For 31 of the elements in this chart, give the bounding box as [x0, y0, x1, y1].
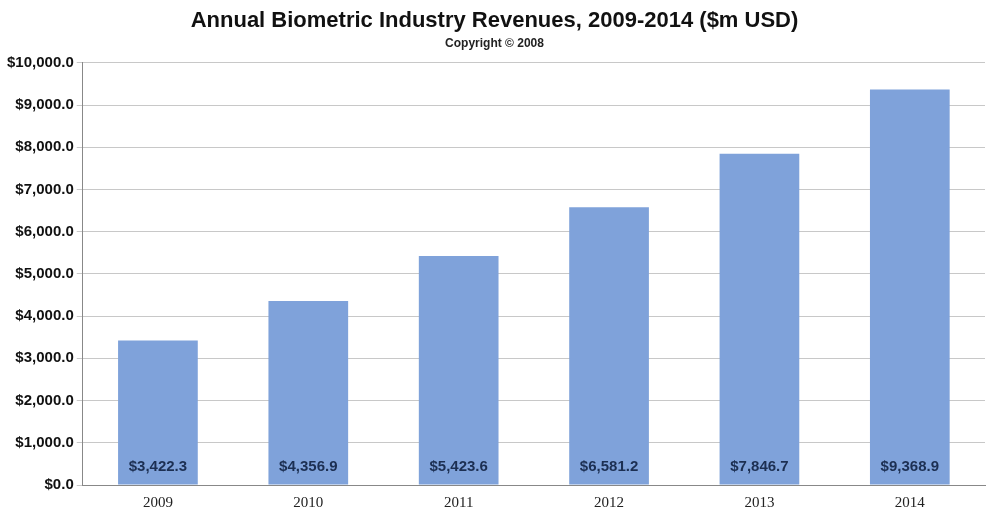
- data-label: $4,356.9: [279, 457, 338, 475]
- chart-title: Annual Biometric Industry Revenues, 2009-2014 ($m USD): [190, 7, 799, 33]
- x-tick-label: 2011: [443, 493, 474, 510]
- bar: [268, 301, 349, 485]
- data-label: $6,581.2: [579, 457, 639, 475]
- data-label: $3,422.3: [128, 457, 188, 475]
- y-tick-label: $1,000.0: [15, 432, 74, 450]
- data-label: $7,846.7: [730, 457, 789, 475]
- y-tick-label: $5,000.0: [15, 264, 74, 282]
- y-tick-label: $10,000.0: [7, 52, 74, 70]
- data-label: $5,423.6: [429, 457, 488, 475]
- y-tick-label: $0.0: [44, 475, 74, 493]
- y-tick-label: $6,000.0: [15, 221, 74, 239]
- y-tick-label: $2,000.0: [15, 390, 74, 408]
- data-label: $9,368.9: [880, 457, 940, 475]
- y-tick-label: $3,000.0: [15, 348, 74, 366]
- y-tick-label: $9,000.0: [15, 95, 74, 113]
- bar: [118, 340, 198, 485]
- x-tick-label: 2012: [594, 493, 625, 510]
- y-tick-label: $4,000.0: [15, 306, 74, 324]
- x-tick-label: 2010: [293, 493, 324, 510]
- y-tick-label: $7,000.0: [15, 179, 74, 197]
- y-tick-label: $8,000.0: [15, 137, 74, 155]
- x-tick-label: 2009: [142, 493, 173, 510]
- bar: [569, 207, 649, 485]
- bar: [869, 89, 950, 485]
- bar: [418, 256, 499, 485]
- x-tick-label: 2014: [894, 493, 926, 510]
- x-tick-label: 2013: [744, 493, 775, 510]
- chart-subtitle: Copyright © 2008: [445, 35, 545, 50]
- bar: [719, 153, 800, 485]
